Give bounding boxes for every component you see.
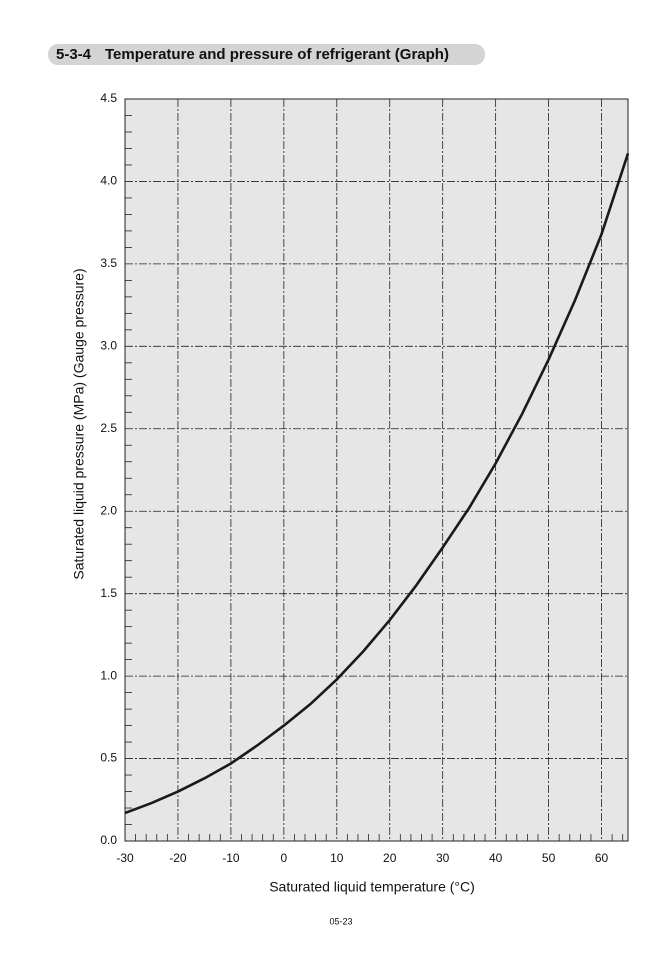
x-tick-label: 30 <box>436 851 450 865</box>
y-tick-label: 3.5 <box>100 256 117 270</box>
plot-frame <box>124 98 629 842</box>
x-tick-label: 60 <box>595 851 609 865</box>
plot-area <box>125 99 628 841</box>
data-line <box>124 153 630 815</box>
x-axis-label: Saturated liquid temperature (°C) <box>269 879 475 895</box>
y-tick-label: 1.5 <box>100 586 117 600</box>
x-tick-label: 40 <box>489 851 503 865</box>
x-tick-label: 50 <box>542 851 556 865</box>
x-tick-label: -30 <box>116 851 134 865</box>
page-number: 05-23 <box>329 916 352 926</box>
x-tick-label: 20 <box>383 851 397 865</box>
y-tick-label: 0.0 <box>100 833 117 847</box>
y-tick-label: 1.0 <box>100 668 117 682</box>
header-pill <box>48 44 485 65</box>
y-tick-label: 4.5 <box>100 91 117 105</box>
y-tick-label: 0.5 <box>100 751 117 765</box>
section-number: 5-3-4 <box>56 46 92 63</box>
y-tick-label: 4.0 <box>100 174 117 188</box>
x-tick-label: 0 <box>280 851 287 865</box>
x-tick-label: -10 <box>222 851 240 865</box>
y-tick-label: 3.0 <box>100 339 117 353</box>
x-tick-label: 10 <box>330 851 344 865</box>
y-tick-label: 2.5 <box>100 421 117 435</box>
y-tick-label: 2.0 <box>100 503 117 517</box>
y-axis-label: Saturated liquid pressure (MPa) (Gauge p… <box>71 268 87 579</box>
x-tick-label: -20 <box>169 851 187 865</box>
section-title: Temperature and pressure of refrigerant … <box>105 46 449 63</box>
